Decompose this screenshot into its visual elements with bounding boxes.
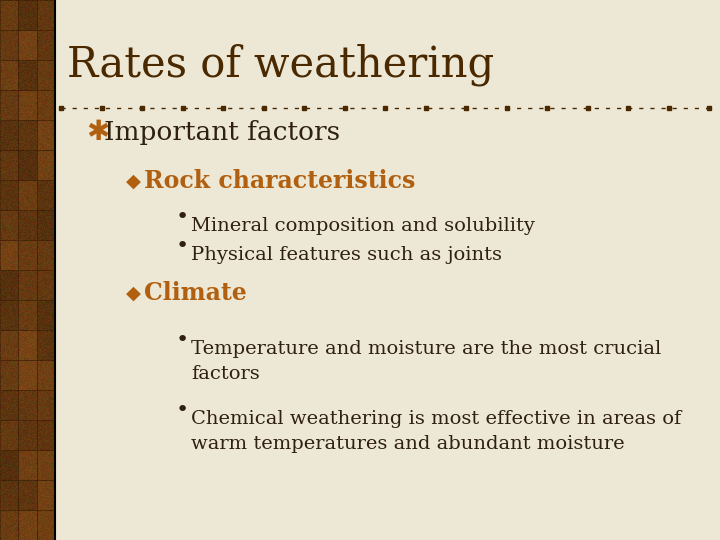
Bar (0, 120, 18, 150)
Bar (0, 0, 55, 540)
Bar (0, 180, 18, 210)
Bar (18, 240, 37, 270)
Text: ✱: ✱ (86, 118, 109, 146)
Bar (37, 210, 55, 240)
Bar (18, 150, 37, 180)
Bar (18, 420, 37, 450)
Text: •: • (176, 400, 189, 421)
Bar (37, 120, 55, 150)
Bar (18, 30, 37, 60)
Bar (0, 330, 18, 360)
Bar (0, 270, 18, 300)
Bar (18, 60, 37, 90)
Bar (37, 60, 55, 90)
Text: Physical features such as joints: Physical features such as joints (191, 246, 502, 264)
Text: Important factors: Important factors (104, 120, 341, 145)
Bar (18, 330, 37, 360)
Bar (18, 90, 37, 120)
Bar (37, 270, 55, 300)
Bar (0, 420, 18, 450)
Bar (37, 30, 55, 60)
Bar (0, 240, 18, 270)
Bar (0, 210, 18, 240)
Bar (37, 240, 55, 270)
Bar (18, 270, 37, 300)
Bar (37, 390, 55, 420)
Bar (37, 180, 55, 210)
Bar (37, 450, 55, 480)
Bar (37, 330, 55, 360)
Bar (18, 480, 37, 510)
Bar (18, 300, 37, 330)
Text: •: • (176, 235, 189, 256)
Bar (18, 180, 37, 210)
Bar (0, 90, 18, 120)
Bar (0, 390, 18, 420)
Text: ◆: ◆ (126, 283, 141, 302)
Bar (0, 480, 18, 510)
Bar (37, 420, 55, 450)
Bar (37, 150, 55, 180)
Bar (18, 0, 37, 30)
Bar (37, 90, 55, 120)
Bar (37, 360, 55, 390)
Bar (0, 360, 18, 390)
Bar (18, 210, 37, 240)
Bar (37, 300, 55, 330)
Bar (18, 360, 37, 390)
Text: •: • (176, 330, 189, 350)
Bar (0, 60, 18, 90)
Bar (18, 120, 37, 150)
Bar (37, 510, 55, 540)
Bar (0, 0, 18, 30)
Text: Rock characteristics: Rock characteristics (144, 169, 415, 193)
Bar (37, 480, 55, 510)
Bar (18, 390, 37, 420)
Text: Climate: Climate (144, 281, 247, 305)
Bar (0, 300, 18, 330)
Bar (18, 510, 37, 540)
Text: Rates of weathering: Rates of weathering (67, 44, 494, 86)
Text: ◆: ◆ (126, 171, 141, 191)
Bar (37, 0, 55, 30)
Bar (18, 450, 37, 480)
Text: Chemical weathering is most effective in areas of
warm temperatures and abundant: Chemical weathering is most effective in… (191, 410, 681, 454)
Text: Temperature and moisture are the most crucial
factors: Temperature and moisture are the most cr… (191, 340, 661, 383)
Text: Mineral composition and solubility: Mineral composition and solubility (191, 217, 535, 235)
Bar (0, 150, 18, 180)
Bar (0, 510, 18, 540)
Bar (0, 30, 18, 60)
Text: •: • (176, 207, 189, 227)
Bar (0, 450, 18, 480)
